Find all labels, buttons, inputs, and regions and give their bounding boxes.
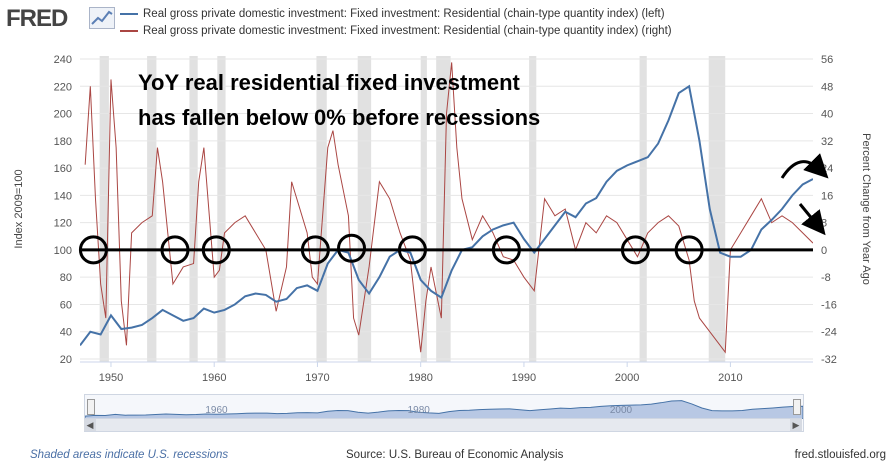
legend-label-left: Real gross private domestic investment: … — [143, 8, 665, 20]
chart-header: FRED Real gross private domestic investm… — [0, 0, 892, 42]
highlight-circle — [160, 235, 190, 265]
left-tick-label: 60 — [60, 299, 72, 311]
chart-line-icon — [89, 7, 115, 29]
recession-band — [420, 56, 427, 362]
x-tick-label: 1970 — [305, 372, 329, 384]
left-tick-label: 160 — [54, 163, 72, 175]
scrollbar[interactable]: ◀ ▶ — [84, 418, 802, 431]
arrow-down-icon — [798, 203, 826, 236]
left-axis-label: Index 2009=100 — [13, 169, 25, 248]
highlight-circle — [337, 233, 367, 263]
chart-footer: Shaded areas indicate U.S. recessions So… — [0, 446, 892, 464]
x-tick-label: 1960 — [202, 372, 226, 384]
highlight-circle — [201, 235, 231, 265]
navigator-handle-right[interactable] — [793, 399, 801, 415]
legend-swatch-right — [120, 29, 138, 32]
navigator-area — [85, 400, 803, 419]
highlight-circle — [300, 235, 330, 265]
x-tick-label: 1990 — [512, 372, 536, 384]
scroll-right-icon[interactable]: ▶ — [790, 419, 802, 431]
recession-band — [708, 56, 726, 362]
left-tick-label: 80 — [60, 272, 72, 284]
legend-item-right[interactable]: Real gross private domestic investment: … — [120, 25, 672, 37]
x-tick-label: 1980 — [408, 372, 432, 384]
scroll-left-icon[interactable]: ◀ — [84, 419, 96, 431]
left-tick-label: 200 — [54, 109, 72, 121]
fred-logo[interactable]: FRED — [6, 5, 68, 32]
legend-label-right: Real gross private domestic investment: … — [143, 25, 672, 37]
highlight-circle — [491, 235, 521, 265]
recession-band — [357, 56, 372, 362]
left-tick-label: 180 — [54, 136, 72, 148]
recession-shading — [99, 56, 726, 362]
highlight-circle — [397, 235, 427, 265]
navigator-tick-label: 1980 — [408, 405, 431, 416]
right-tick-label: 40 — [821, 109, 833, 121]
recession-band — [529, 56, 537, 362]
right-tick-label: -24 — [821, 327, 837, 339]
right-tick-label: 8 — [821, 218, 827, 230]
annotation-line-2: has fallen below 0% before recessions — [138, 105, 540, 130]
right-tick-label: -8 — [821, 272, 831, 284]
left-tick-label: 240 — [54, 54, 72, 66]
navigator-ticks: 1960 1980 2000 — [205, 405, 632, 416]
highlight-circle — [620, 235, 650, 265]
annotation-line-1: YoY real residential fixed investment — [138, 70, 521, 95]
right-tick-label: 48 — [821, 81, 833, 93]
recession-band — [189, 56, 198, 362]
left-tick-label: 120 — [54, 218, 72, 230]
recession-band — [639, 56, 647, 362]
left-tick-label: 220 — [54, 81, 72, 93]
legend-item-left[interactable]: Real gross private domestic investment: … — [120, 8, 665, 20]
arrow-up-icon — [780, 153, 829, 179]
recession-note[interactable]: Shaded areas indicate U.S. recessions — [30, 449, 229, 461]
right-axis-label: Percent Change from Year Ago — [860, 133, 872, 285]
series-line-left — [80, 84, 813, 346]
right-tick-label: -16 — [821, 299, 837, 311]
navigator-tick-label: 2000 — [610, 405, 633, 416]
right-axis-ticks: -32 -24 -16 -8 0 8 16 24 32 40 48 56 — [821, 54, 837, 366]
right-tick-label: 24 — [821, 163, 833, 175]
x-tick-label: 2010 — [718, 372, 742, 384]
highlight-circle — [674, 235, 704, 265]
legend-swatch-left — [120, 12, 138, 15]
recession-band — [436, 56, 451, 362]
right-tick-label: 16 — [821, 190, 833, 202]
navigator-handle-left[interactable] — [87, 399, 95, 415]
highlight-circle — [78, 235, 108, 265]
left-tick-label: 40 — [60, 327, 72, 339]
x-tick-label: 2000 — [615, 372, 639, 384]
navigator-chart: 1960 1980 2000 — [85, 400, 803, 419]
right-tick-label: 56 — [821, 54, 833, 66]
site-link[interactable]: fred.stlouisfed.org — [794, 449, 886, 461]
recession-band — [147, 56, 157, 362]
x-axis-ticks: 1950 1960 1970 1980 1990 2000 2010 — [80, 361, 813, 384]
recession-band — [99, 56, 109, 362]
source-note: Source: U.S. Bureau of Economic Analysis — [346, 449, 564, 461]
right-tick-label: -32 — [821, 354, 837, 366]
left-axis-ticks: 20 40 60 80 100 120 140 160 180 200 220 240 — [54, 54, 72, 366]
x-tick-label: 1950 — [99, 372, 123, 384]
recession-band — [316, 56, 327, 362]
left-tick-label: 100 — [54, 245, 72, 257]
left-tick-label: 140 — [54, 190, 72, 202]
left-tick-label: 20 — [60, 354, 72, 366]
right-tick-label: 32 — [821, 136, 833, 148]
navigator-tick-label: 1960 — [205, 405, 228, 416]
recession-band — [217, 56, 226, 362]
circled-points — [78, 233, 704, 265]
right-tick-label: 0 — [821, 245, 827, 257]
